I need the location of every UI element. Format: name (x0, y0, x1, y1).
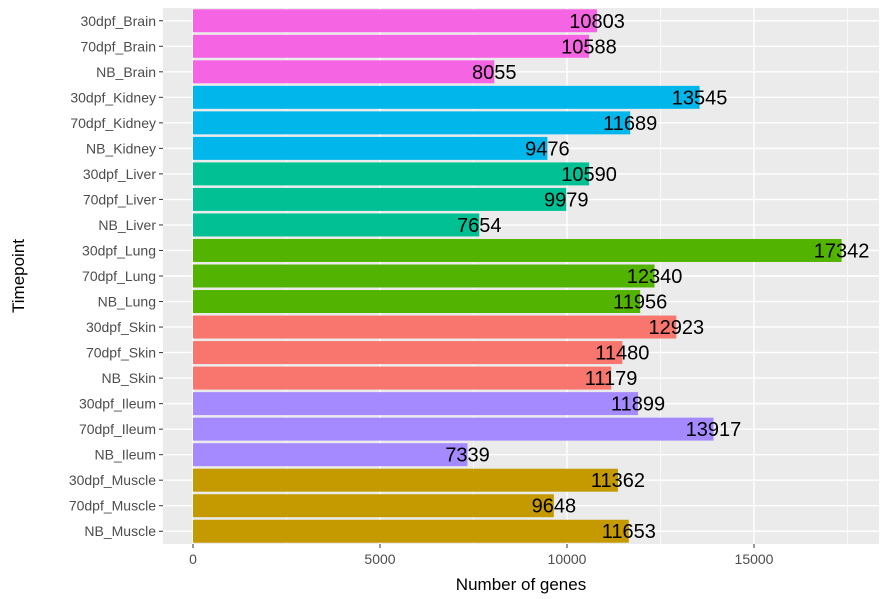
bar-70dpf_Lung (193, 264, 655, 288)
y-tick-label-NB_Ileum: NB_Ileum (95, 447, 156, 463)
value-label-30dpf_Muscle: 11362 (591, 470, 645, 492)
bar-NB_Muscle (193, 519, 629, 543)
value-label-30dpf_Brain: 10803 (569, 11, 625, 33)
bar-30dpf_Liver (193, 162, 590, 186)
value-label-70dpf_Ileum: 13917 (686, 419, 742, 441)
value-label-NB_Brain: 8055 (472, 62, 517, 84)
bar-70dpf_Kidney (193, 111, 631, 135)
y-axis: 30dpf_Brain 70dpf_Brain NB_Brain 30dpf_Kidn… (69, 13, 163, 539)
bar-70dpf_Liver (193, 187, 567, 211)
x-tick-label-15000: 15000 (735, 551, 774, 567)
x-tick-label-0: 0 (189, 551, 197, 567)
value-label-NB_Liver: 7654 (457, 215, 502, 237)
bar-NB_Kidney (193, 136, 548, 160)
y-tick-label-NB_Kidney: NB_Kidney (86, 140, 156, 156)
y-tick-label-70dpf_Skin: 70dpf_Skin (86, 345, 156, 361)
bar-70dpf_Ileum (193, 417, 714, 441)
value-label-70dpf_Muscle: 9648 (532, 496, 577, 518)
value-label-NB_Kidney: 9476 (525, 138, 570, 160)
x-axis-title: Number of genes (456, 575, 586, 594)
value-label-30dpf_Kidney: 13545 (672, 87, 728, 109)
value-label-30dpf_Liver: 10590 (561, 164, 617, 186)
y-tick-label-70dpf_Lung: 70dpf_Lung (82, 268, 156, 284)
bar-NB_Ileum (193, 443, 468, 467)
bar-30dpf_Ileum (193, 392, 639, 416)
value-label-70dpf_Liver: 9979 (544, 189, 589, 211)
x-tick-label-5000: 5000 (364, 551, 395, 567)
value-label-NB_Muscle: 11653 (602, 521, 656, 543)
y-tick-label-30dpf_Kidney: 30dpf_Kidney (70, 89, 156, 105)
value-label-30dpf_Ileum: 11899 (611, 394, 665, 416)
bars (193, 9, 842, 543)
bar-70dpf_Brain (193, 34, 589, 58)
bar-30dpf_Brain (193, 9, 598, 33)
bar-NB_Liver (193, 213, 480, 237)
value-label-NB_Lung: 11956 (613, 292, 667, 314)
y-tick-label-70dpf_Kidney: 70dpf_Kidney (70, 115, 156, 131)
bar-NB_Skin (193, 366, 612, 390)
value-label-70dpf_Kidney: 11689 (603, 113, 657, 135)
y-tick-label-NB_Muscle: NB_Muscle (84, 523, 156, 539)
value-label-70dpf_Brain: 10588 (561, 36, 617, 58)
bar-value-labels: 10803 10588 8055 13545 11689 9476 10590 9979 765… (445, 11, 869, 543)
bar-70dpf_Muscle (193, 494, 554, 518)
y-tick-label-30dpf_Skin: 30dpf_Skin (86, 319, 156, 335)
value-label-30dpf_Skin: 12923 (649, 317, 705, 339)
y-tick-label-30dpf_Muscle: 30dpf_Muscle (69, 472, 156, 488)
y-tick-label-70dpf_Ileum: 70dpf_Ileum (79, 421, 156, 437)
y-tick-label-30dpf_Brain: 30dpf_Brain (80, 13, 156, 29)
y-tick-label-70dpf_Muscle: 70dpf_Muscle (69, 498, 156, 514)
value-label-NB_Ileum: 7339 (445, 445, 490, 467)
bar-NB_Brain (193, 60, 495, 84)
y-tick-label-70dpf_Brain: 70dpf_Brain (80, 38, 156, 54)
value-label-70dpf_Skin: 11480 (595, 343, 649, 365)
y-axis-title: Timepoint (9, 239, 28, 313)
y-tick-label-70dpf_Liver: 70dpf_Liver (83, 191, 157, 207)
bar-30dpf_Lung (193, 238, 842, 262)
x-axis: 0 5000 10000 15000 (189, 544, 774, 567)
bar-70dpf_Skin (193, 341, 623, 365)
y-tick-label-NB_Skin: NB_Skin (102, 370, 156, 386)
y-tick-label-NB_Lung: NB_Lung (98, 294, 156, 310)
y-tick-label-30dpf_Ileum: 30dpf_Ileum (79, 396, 156, 412)
y-tick-label-NB_Brain: NB_Brain (96, 64, 156, 80)
value-label-30dpf_Lung: 17342 (814, 240, 870, 262)
y-tick-label-NB_Liver: NB_Liver (98, 217, 156, 233)
bar-30dpf_Skin (193, 315, 677, 339)
value-label-NB_Skin: 11179 (585, 368, 638, 390)
y-tick-label-30dpf_Lung: 30dpf_Lung (82, 242, 156, 258)
y-tick-label-30dpf_Liver: 30dpf_Liver (83, 166, 157, 182)
bar-NB_Lung (193, 290, 641, 314)
bar-30dpf_Muscle (193, 468, 618, 492)
bar-30dpf_Kidney (193, 85, 700, 109)
value-label-70dpf_Lung: 12340 (627, 266, 683, 288)
x-tick-label-10000: 10000 (548, 551, 587, 567)
